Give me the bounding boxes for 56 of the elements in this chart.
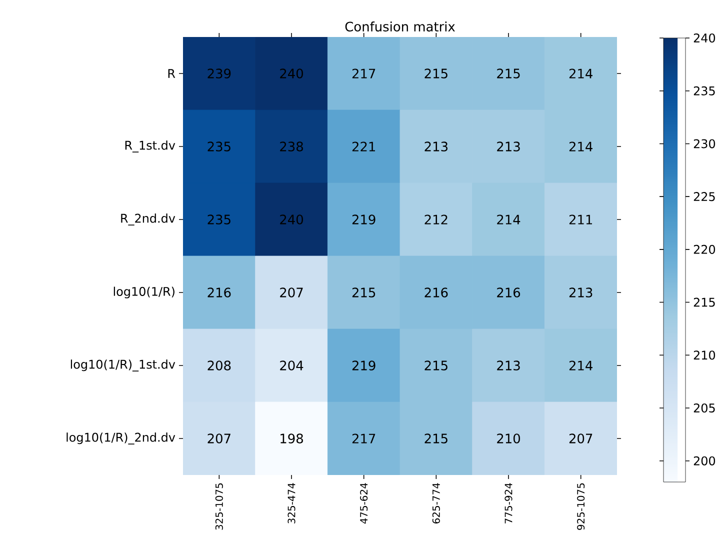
x-tick-label: 925-1075 xyxy=(577,483,585,530)
data-label: 213 xyxy=(424,142,448,152)
y-tick-label: R_1st.dv xyxy=(125,140,176,152)
data-label: 240 xyxy=(280,214,303,224)
color-bar-label: 230 xyxy=(694,139,716,148)
color-bar-label: 235 xyxy=(694,86,715,96)
data-label: 213 xyxy=(497,360,520,370)
data-label: 213 xyxy=(569,288,592,298)
data-label: 215 xyxy=(497,68,520,78)
data-label: 238 xyxy=(280,142,303,152)
y-tick-label: R xyxy=(168,69,176,78)
data-label: 216 xyxy=(424,288,448,298)
data-label: 235 xyxy=(208,142,230,152)
x-tick-label: 775-924 xyxy=(504,483,512,524)
x-tick-label: 325-1075 xyxy=(215,483,223,530)
data-label: 215 xyxy=(424,360,448,370)
data-label: 217 xyxy=(352,68,376,78)
data-label: 211 xyxy=(569,214,592,224)
data-label: 215 xyxy=(352,288,376,298)
y-tick-label: R_2nd.dv xyxy=(121,214,176,226)
color-bar-label: 215 xyxy=(694,298,715,307)
data-label: 219 xyxy=(352,214,376,224)
data-label: 239 xyxy=(208,68,231,78)
x-tick-label: 325-474 xyxy=(288,483,296,524)
data-label: 214 xyxy=(569,142,592,152)
color-bar-label: 205 xyxy=(694,403,715,413)
color-bar-label: 210 xyxy=(694,350,716,360)
color-bar-label: 240 xyxy=(694,33,716,43)
data-label: 215 xyxy=(424,68,448,78)
data-label: 217 xyxy=(352,434,376,444)
data-label: 240 xyxy=(280,68,303,78)
chart-title: Confusion matrix xyxy=(345,21,455,32)
data-label: 215 xyxy=(424,434,448,444)
color-bar-label: 200 xyxy=(694,456,716,466)
y-tick-label: log10(1/R)_1st.dv xyxy=(70,360,176,372)
data-label: 221 xyxy=(352,142,375,152)
data-label: 216 xyxy=(208,288,231,298)
data-label: 214 xyxy=(569,360,592,370)
data-label: 207 xyxy=(208,434,230,444)
y-tick-label: log10(1/R) xyxy=(114,286,174,298)
data-label: 214 xyxy=(497,214,520,224)
data-label: 208 xyxy=(208,360,231,370)
y-tick-label: log10(1/R)_2nd.dv xyxy=(66,432,176,444)
data-label: 213 xyxy=(497,142,520,152)
data-label: 212 xyxy=(424,214,448,224)
data-label: 216 xyxy=(497,288,520,298)
data-label: 235 xyxy=(208,214,230,224)
data-label: 204 xyxy=(280,360,304,370)
data-label: 219 xyxy=(352,360,376,370)
color-bar-label: 220 xyxy=(694,244,716,254)
x-tick-label: 625-774 xyxy=(432,483,440,524)
data-label: 214 xyxy=(569,68,592,78)
data-label: 207 xyxy=(280,288,303,298)
x-tick-label: 475-624 xyxy=(360,483,368,524)
color-bar-label: 225 xyxy=(694,192,715,202)
data-label: 207 xyxy=(569,434,592,444)
